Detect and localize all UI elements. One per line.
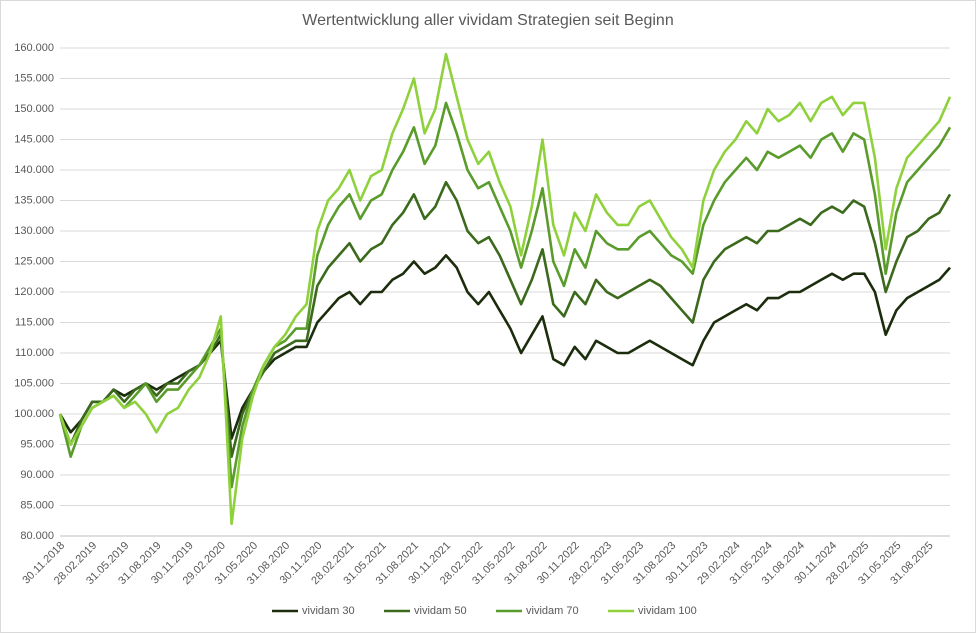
y-tick-label: 95.000 xyxy=(20,438,54,450)
y-tick-label: 105.000 xyxy=(14,377,54,389)
y-tick-label: 80.000 xyxy=(20,530,54,542)
y-tick-label: 125.000 xyxy=(14,255,54,267)
y-tick-label: 150.000 xyxy=(14,103,54,115)
y-tick-label: 140.000 xyxy=(14,164,54,176)
y-tick-label: 130.000 xyxy=(14,225,54,237)
y-tick-label: 135.000 xyxy=(14,194,54,206)
series-line xyxy=(58,101,952,489)
chart-title: Wertentwicklung aller vividam Strategien… xyxy=(302,12,673,29)
legend-label: vividam 100 xyxy=(638,605,697,617)
y-tick-label: 100.000 xyxy=(14,408,54,420)
y-tick-label: 145.000 xyxy=(14,133,54,145)
series-line xyxy=(58,52,952,526)
y-tick-label: 110.000 xyxy=(15,347,54,359)
y-tick-label: 120.000 xyxy=(14,286,54,298)
y-tick-label: 85.000 xyxy=(20,499,54,511)
legend-label: vividam 70 xyxy=(526,605,579,617)
legend-label: vividam 30 xyxy=(302,605,355,617)
legend-label: vividam 50 xyxy=(414,605,467,617)
y-tick-label: 155.000 xyxy=(14,72,54,84)
y-tick-label: 90.000 xyxy=(20,469,54,481)
y-tick-label: 160.000 xyxy=(14,42,54,54)
y-tick-label: 115.000 xyxy=(15,316,54,328)
